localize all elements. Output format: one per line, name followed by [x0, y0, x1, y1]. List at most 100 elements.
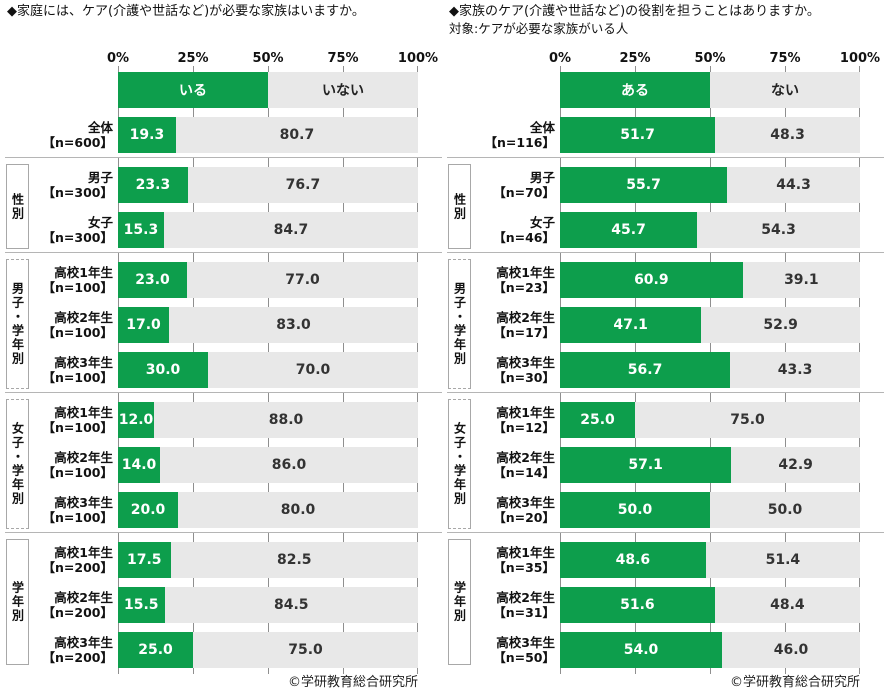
category-label: 女子 【n=46】 — [447, 212, 560, 248]
bar-segment-no: 46.0 — [722, 632, 860, 668]
axis-tick-25: 25% — [177, 51, 209, 66]
plot-area: 48.6 51.4 — [560, 533, 860, 578]
category-name: 高校2年生 — [54, 450, 113, 465]
bar-row: 高校1年生 【n=100】 23.0 77.0 — [5, 253, 442, 298]
plot-area: 12.0 88.0 — [118, 393, 418, 438]
bar-segment-yes: 25.0 — [118, 632, 193, 668]
sample-size: 【n=100】 — [42, 280, 113, 295]
bar-segment-no: 75.0 — [193, 632, 418, 668]
bar-row: 女子 【n=46】 45.7 54.3 — [447, 203, 884, 248]
bar-segment-no: 50.0 — [710, 492, 860, 528]
bar-segment-no: 43.3 — [730, 352, 860, 388]
axis-tick-25: 25% — [619, 51, 651, 66]
group-box: 男子・学年別 — [6, 259, 29, 389]
stacked-bar: 45.7 54.3 — [560, 212, 860, 248]
stacked-bar: 23.0 77.0 — [118, 262, 418, 298]
bar-segment-no: 54.3 — [697, 212, 860, 248]
stacked-bar: 30.0 70.0 — [118, 352, 418, 388]
value-label-no: 43.3 — [777, 362, 813, 378]
bar-segment-no: 80.0 — [178, 492, 418, 528]
category-group: 女子・学年別 高校1年生 【n=12】 25.0 75.0 高校2年生 【n=14】 57.1… — [447, 392, 884, 532]
sample-size: 【n=200】 — [42, 560, 113, 575]
category-label: 女子 【n=300】 — [5, 212, 118, 248]
x-axis: 0% 25% 50% 75% 100% — [549, 49, 880, 66]
bar-segment-yes: 57.1 — [560, 447, 732, 483]
category-name: 男子 — [87, 170, 113, 185]
bar-rows: 全体 【n=116】 51.7 48.3 性別 男子 【n=70】 55.7 44.3 女子 【n=… — [447, 108, 884, 674]
plot-area: 23.0 77.0 — [118, 253, 418, 298]
value-label-no: 75.0 — [288, 642, 323, 658]
category-group: 全体 【n=600】 19.3 80.7 — [5, 108, 442, 157]
bar-segment-no: 77.0 — [187, 262, 418, 298]
bar-segment-yes: 15.3 — [118, 212, 164, 248]
category-name: 高校3年生 — [54, 635, 113, 650]
value-label-yes: 60.9 — [634, 272, 669, 288]
category-name: 高校1年生 — [54, 265, 113, 280]
bar-segment-no: 48.4 — [714, 587, 860, 623]
bar-segment-yes: 55.7 — [560, 167, 728, 203]
sample-size: 【n=23】 — [493, 280, 555, 295]
value-label-no: 83.0 — [276, 317, 311, 333]
group-label: 性別 — [10, 192, 25, 221]
bar-segment-yes: 19.3 — [118, 117, 176, 153]
bar-row: 女子 【n=300】 15.3 84.7 — [5, 203, 442, 248]
category-name: 男子 — [529, 170, 555, 185]
category-group: 学年別 高校1年生 【n=200】 17.5 82.5 高校2年生 【n=200】 15.5 8… — [5, 532, 442, 674]
plot-area: 25.0 75.0 — [118, 623, 418, 674]
value-label-no: 70.0 — [295, 362, 331, 378]
legend-swatch-no: いない — [268, 72, 418, 108]
stacked-bar: 56.7 43.3 — [560, 352, 860, 388]
category-name: 高校1年生 — [496, 405, 555, 420]
category-label: 男子 【n=300】 — [5, 167, 118, 203]
bar-segment-no: 44.3 — [727, 167, 860, 203]
bar-segment-yes: 17.5 — [118, 542, 171, 578]
bar-segment-yes: 30.0 — [118, 352, 208, 388]
bar-segment-yes: 15.5 — [118, 587, 165, 623]
category-name: 女子 — [87, 215, 113, 230]
axis-tick-50: 50% — [252, 51, 284, 66]
bar-segment-no: 84.7 — [163, 212, 418, 248]
stacked-bar: 23.3 76.7 — [118, 167, 418, 203]
value-label-no: 75.0 — [730, 412, 765, 428]
group-box: 性別 — [6, 164, 29, 249]
legend-label-no: いない — [322, 83, 364, 99]
category-group: 性別 男子 【n=70】 55.7 44.3 女子 【n=46】 45.7 54.3 — [447, 157, 884, 252]
bar-row: 高校2年生 【n=100】 17.0 83.0 — [5, 298, 442, 343]
value-label-no: 42.9 — [778, 457, 813, 473]
bar-segment-yes: 20.0 — [118, 492, 178, 528]
sample-size: 【n=100】 — [42, 370, 113, 385]
bar-segment-yes: 25.0 — [560, 402, 635, 438]
bar-segment-no: 48.3 — [715, 117, 860, 153]
plot-area: 54.0 46.0 — [560, 623, 860, 674]
value-label-no: 84.7 — [273, 222, 309, 238]
axis-tick-100: 100% — [839, 51, 881, 66]
category-name: 高校3年生 — [496, 635, 555, 650]
bar-segment-no: 76.7 — [187, 167, 418, 203]
group-box: 女子・学年別 — [448, 399, 471, 529]
stacked-bar: 14.0 86.0 — [118, 447, 418, 483]
bar-row: 高校2年生 【n=31】 51.6 48.4 — [447, 578, 884, 623]
sample-size: 【n=116】 — [484, 135, 555, 150]
sample-size: 【n=14】 — [493, 465, 555, 480]
bar-segment-no: 80.7 — [175, 117, 418, 153]
bar-row: 高校2年生 【n=200】 15.5 84.5 — [5, 578, 442, 623]
value-label-yes: 57.1 — [628, 457, 663, 473]
plot-area: 14.0 86.0 — [118, 438, 418, 483]
value-label-yes: 56.7 — [627, 362, 663, 378]
bar-segment-no: 75.0 — [635, 402, 860, 438]
value-label-yes: 48.6 — [615, 552, 651, 568]
value-label-yes: 17.0 — [126, 317, 161, 333]
legend-bar: いる いない — [118, 72, 418, 108]
bar-row: 高校2年生 【n=17】 47.1 52.9 — [447, 298, 884, 343]
axis-tick-75: 75% — [769, 51, 801, 66]
axis-tick-75: 75% — [327, 51, 359, 66]
group-label: 学年別 — [10, 581, 25, 623]
copyright: ©学研教育総合研究所 — [729, 675, 860, 689]
sample-size: 【n=50】 — [493, 650, 555, 665]
bar-segment-yes: 17.0 — [118, 307, 169, 343]
value-label-yes: 23.3 — [135, 177, 171, 193]
sample-size: 【n=17】 — [493, 325, 555, 340]
chart-header: ◆家族のケア(介護や世話など)の役割を担うことはありますか。 対象:ケアが必要な… — [447, 4, 884, 66]
stacked-bar: 19.3 80.7 — [118, 117, 418, 153]
bar-row: 高校1年生 【n=200】 17.5 82.5 — [5, 533, 442, 578]
